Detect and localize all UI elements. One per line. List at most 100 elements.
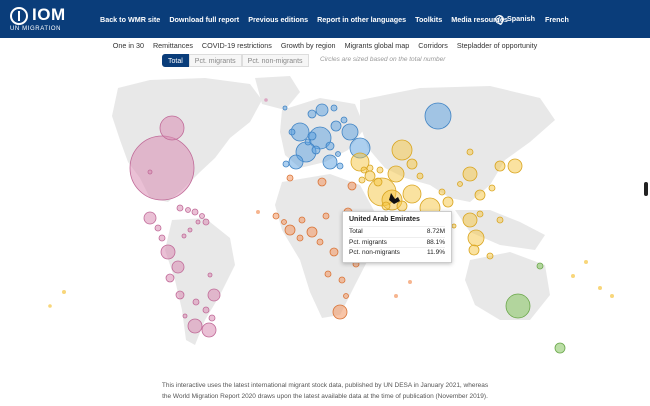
- nav-toolkits[interactable]: Toolkits: [415, 14, 443, 24]
- bubble-caribbean-7[interactable]: [154, 224, 162, 232]
- bubble-png[interactable]: [536, 262, 544, 270]
- bubble-africa-small-3[interactable]: [343, 293, 349, 299]
- bubble-israel[interactable]: [358, 176, 366, 184]
- bubble-caribbean-5[interactable]: [202, 218, 210, 226]
- bubble-caribbean-9[interactable]: [187, 227, 193, 233]
- bubble-morocco[interactable]: [286, 174, 294, 182]
- bubble-portugal[interactable]: [282, 160, 290, 168]
- bubble-caribbean-1[interactable]: [176, 204, 184, 212]
- bubble-netherlands[interactable]: [307, 131, 317, 141]
- bubble-afghanistan[interactable]: [416, 172, 424, 180]
- bubble-americas-small-2[interactable]: [207, 272, 213, 278]
- bubble-brazil[interactable]: [207, 288, 221, 302]
- bubble-pakistan[interactable]: [402, 184, 422, 204]
- nav-download-report[interactable]: Download full report: [169, 14, 240, 24]
- bubble-paraguay[interactable]: [202, 306, 210, 314]
- bubble-caribbean-10[interactable]: [181, 233, 187, 239]
- bubble-australia[interactable]: [505, 293, 531, 319]
- tab-pct-migrants[interactable]: Pct. migrants: [188, 54, 242, 67]
- bubble-lebanon[interactable]: [360, 166, 368, 174]
- lang-spanish[interactable]: Spanish: [495, 14, 535, 25]
- bubble-senegal[interactable]: [272, 212, 280, 220]
- bubble-ivory-coast[interactable]: [284, 224, 296, 236]
- bubble-ireland[interactable]: [288, 128, 296, 136]
- bubble-greece[interactable]: [336, 162, 344, 170]
- bubble-iran[interactable]: [387, 165, 405, 183]
- bubble-kuwait[interactable]: [373, 177, 383, 187]
- dot-pacific-6[interactable]: [48, 304, 52, 308]
- bubble-nepal[interactable]: [438, 188, 446, 196]
- dot-pacific-5[interactable]: [571, 274, 575, 278]
- bubble-poland[interactable]: [330, 120, 342, 132]
- bubble-usa[interactable]: [129, 135, 195, 201]
- dot-pacific-2[interactable]: [584, 260, 588, 264]
- subnav-migrants-global-map[interactable]: Migrants global map: [344, 40, 410, 50]
- bubble-colombia[interactable]: [171, 260, 185, 274]
- bubble-angola[interactable]: [324, 270, 332, 278]
- bubble-korea[interactable]: [494, 160, 506, 172]
- bubble-norway[interactable]: [307, 109, 317, 119]
- bubble-europe-small[interactable]: [335, 151, 341, 157]
- bubble-caribbean-4[interactable]: [199, 213, 205, 219]
- bubble-venezuela[interactable]: [160, 244, 176, 260]
- nav-back-to-wmr[interactable]: Back to WMR site: [100, 14, 161, 24]
- bubble-bolivia[interactable]: [192, 298, 200, 306]
- bubble-ukraine[interactable]: [341, 123, 359, 141]
- dot-indian-1[interactable]: [394, 294, 398, 298]
- nav-other-languages[interactable]: Report in other languages: [317, 14, 407, 24]
- bubble-sweden[interactable]: [315, 103, 329, 117]
- bubble-mexico[interactable]: [143, 211, 157, 225]
- nav-media-resources[interactable]: Media resources: [451, 14, 508, 24]
- bubble-iceland[interactable]: [282, 105, 288, 111]
- bubble-canada[interactable]: [159, 115, 185, 141]
- bubble-iraq[interactable]: [376, 166, 384, 174]
- subnav-corridors[interactable]: Corridors: [418, 40, 448, 50]
- bubble-drc[interactable]: [329, 247, 339, 257]
- bubble-chad[interactable]: [322, 212, 330, 220]
- subnav-growth-by-region[interactable]: Growth by region: [280, 40, 336, 50]
- bubble-americas-small-3[interactable]: [147, 169, 153, 175]
- bubble-belgium[interactable]: [304, 138, 312, 146]
- bubble-malaysia[interactable]: [467, 229, 485, 247]
- bubble-russia-east[interactable]: [424, 102, 452, 130]
- world-map[interactable]: [0, 70, 650, 370]
- bubble-kazakhstan[interactable]: [391, 139, 413, 161]
- bubble-south-africa[interactable]: [332, 304, 348, 320]
- dot-pacific-3[interactable]: [598, 286, 602, 290]
- bubble-japan[interactable]: [507, 158, 523, 174]
- nav-previous-editions[interactable]: Previous editions: [248, 14, 309, 24]
- bubble-argentina[interactable]: [201, 322, 217, 338]
- bubble-mongolia[interactable]: [466, 148, 474, 156]
- subnav-covid-restrictions[interactable]: COVID-19 restrictions: [201, 40, 272, 50]
- bubble-caribbean-3[interactable]: [191, 208, 199, 216]
- dot-indian-2[interactable]: [408, 280, 412, 284]
- bubble-americas-small-1[interactable]: [182, 313, 188, 319]
- bubble-qatar[interactable]: [381, 201, 391, 211]
- bubble-caribbean-6[interactable]: [195, 219, 201, 225]
- subnav-remittances[interactable]: Remittances: [152, 40, 193, 50]
- tab-total[interactable]: Total: [162, 54, 189, 67]
- bubble-libya[interactable]: [317, 177, 327, 187]
- bubble-cameroon[interactable]: [316, 238, 324, 246]
- iom-logo[interactable]: IOM UN MIGRATION: [10, 5, 90, 34]
- bubble-austria[interactable]: [325, 141, 335, 151]
- bubble-thailand[interactable]: [462, 212, 478, 228]
- bubble-indonesia[interactable]: [486, 252, 494, 260]
- lang-french[interactable]: French: [544, 14, 569, 24]
- bubble-ghana[interactable]: [296, 234, 304, 242]
- bubble-belarus[interactable]: [340, 116, 348, 124]
- bubble-asia-small-2[interactable]: [451, 223, 457, 229]
- page-scrollbar[interactable]: [644, 182, 648, 196]
- bubble-syria[interactable]: [366, 164, 374, 172]
- bubble-caribbean-8[interactable]: [158, 234, 166, 242]
- bubble-philippines[interactable]: [496, 216, 504, 224]
- bubble-bangladesh[interactable]: [442, 196, 454, 208]
- bubble-nigeria[interactable]: [306, 226, 318, 238]
- bubble-switzerland[interactable]: [311, 145, 321, 155]
- bubble-egypt[interactable]: [347, 181, 357, 191]
- dot-pacific-4[interactable]: [610, 294, 614, 298]
- bubble-zambia[interactable]: [338, 276, 346, 284]
- bubble-uruguay[interactable]: [208, 314, 216, 322]
- bubble-africa-small-1[interactable]: [281, 219, 287, 225]
- bubble-uzbekistan[interactable]: [406, 158, 418, 170]
